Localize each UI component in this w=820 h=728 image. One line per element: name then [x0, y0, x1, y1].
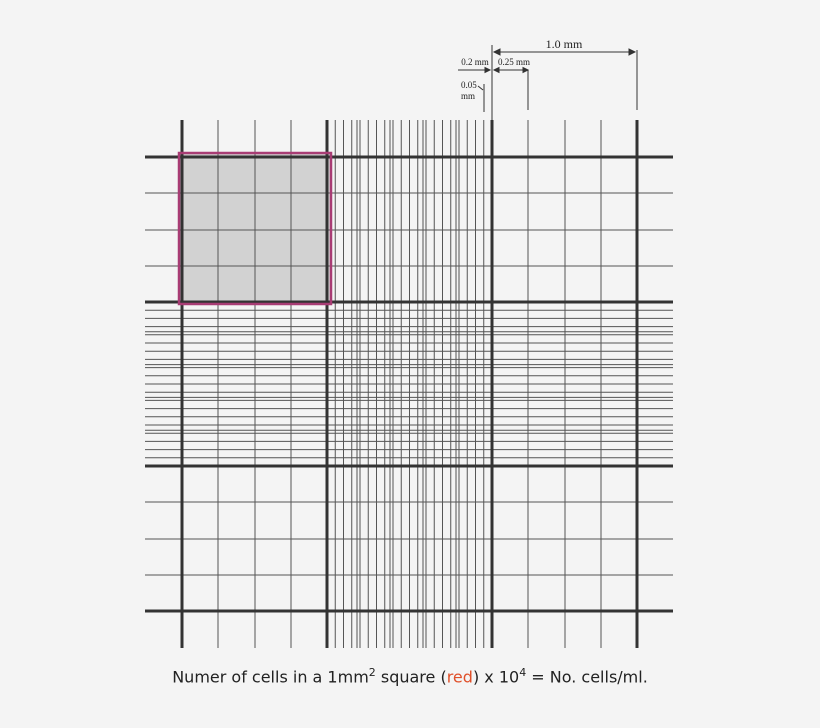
dimension-lines	[458, 45, 638, 120]
dimension-label: 0.25 mm	[498, 57, 530, 67]
dimension-label: 1.0 mm	[546, 37, 583, 51]
caption-text: Numer of cells in a 1mm	[172, 667, 369, 687]
caption-text: = No. cells/ml.	[526, 667, 648, 687]
dimension-label: 0.05	[461, 80, 477, 90]
caption-text: ) x 10	[472, 667, 520, 687]
caption: Numer of cells in a 1mm2 square (red) x …	[0, 666, 820, 686]
caption-superscript: 2	[368, 666, 376, 679]
dimension-label: mm	[461, 91, 475, 101]
dimension-label: 0.2 mm	[461, 57, 489, 67]
grid-lines	[145, 120, 673, 648]
highlight-border	[177, 151, 333, 306]
caption-superscript: 4	[519, 666, 527, 679]
caption-highlight: red	[446, 667, 473, 687]
caption-text: square (	[375, 667, 447, 687]
hemocytometer-grid: 1.0 mm 0.2 mm 0.25 mm 0.05 mm	[145, 37, 673, 648]
